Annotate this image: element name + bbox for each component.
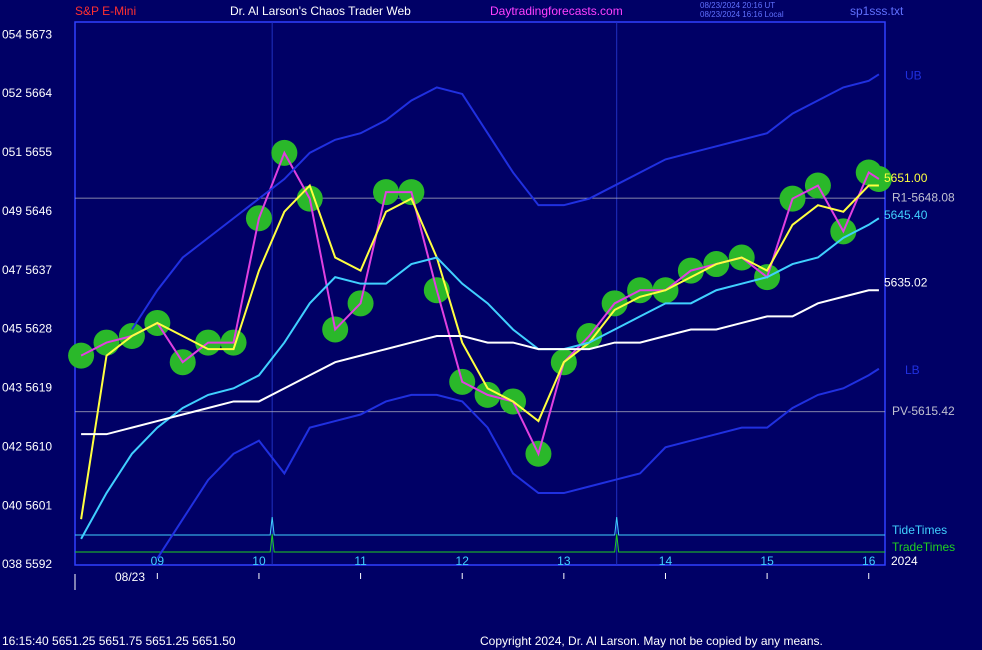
quote: 16:15:40 5651.25 5651.75 5651.25 5651.50 [2,634,236,648]
end-label: 5645.40 [884,208,928,222]
level-label: PV-5615.42 [892,404,955,418]
x-tick-label: 12 [456,554,470,568]
title: Dr. Al Larson's Chaos Trader Web [230,4,411,18]
x-tick-label: 15 [760,554,774,568]
series-line [80,150,880,457]
event-track [75,533,885,553]
x-tick-label: 14 [659,554,673,568]
y-tick-label: 051 5655 [2,145,52,159]
x-tick-label: 10 [252,554,266,568]
y-tick-label: 043 5619 [2,381,52,395]
y-tick-label: 052 5664 [2,86,52,100]
site[interactable]: Daytradingforecasts.com [490,4,623,18]
time-local: 08/23/2024 16:16 Local [700,10,784,19]
copyright: Copyright 2024, Dr. Al Larson. May not b… [480,634,823,648]
series-line [80,217,880,540]
y-tick-label: 040 5601 [2,498,52,512]
end-label: 5635.02 [884,276,928,290]
x-tick-label: 11 [354,554,367,568]
year-label: 2024 [891,554,918,568]
event-track [75,516,885,536]
event-label: TideTimes [892,523,947,537]
y-tick-label: 054 5673 [2,27,52,41]
y-tick-label: 047 5637 [2,263,52,277]
series-line [131,73,880,331]
series-line [80,183,879,520]
symbol: S&P E-Mini [75,4,136,18]
event-label: TradeTimes [892,540,955,554]
y-tick-label: 038 5592 [2,557,52,571]
y-tick-label: 045 5628 [2,322,52,336]
band-label: LB [905,363,920,377]
level-label: R1-5648.08 [892,190,955,204]
plot-frame [74,21,886,566]
y-tick-label: 042 5610 [2,439,52,453]
series-line [81,289,879,436]
date-label: 08/23 [115,570,145,584]
file-name: sp1sss.txt [850,4,904,18]
end-label: 5651.00 [884,171,928,185]
time-ut: 08/23/2024 20:16 UT [700,1,775,10]
series-line [156,367,880,560]
y-tick-label: 049 5646 [2,204,52,218]
x-tick-label: 16 [862,554,876,568]
x-tick-label: 09 [151,554,165,568]
x-tick-label: 13 [557,554,571,568]
band-label: UB [905,69,922,83]
